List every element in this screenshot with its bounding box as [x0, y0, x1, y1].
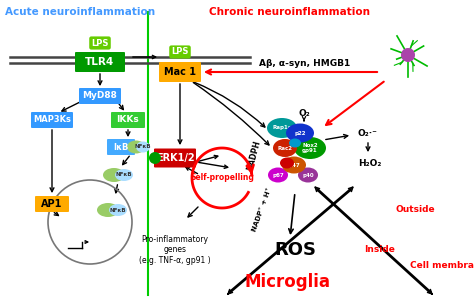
Text: O₂: O₂: [298, 109, 310, 119]
Text: MAP3Ks: MAP3Ks: [33, 116, 71, 125]
Text: Acute neuroinflammation: Acute neuroinflammation: [5, 7, 155, 17]
Ellipse shape: [97, 203, 119, 217]
Ellipse shape: [298, 167, 318, 182]
Text: p22: p22: [294, 131, 306, 136]
Ellipse shape: [294, 137, 326, 159]
Circle shape: [401, 48, 415, 62]
Ellipse shape: [273, 139, 297, 157]
FancyBboxPatch shape: [111, 112, 145, 128]
Text: NFκB: NFκB: [109, 207, 126, 212]
FancyBboxPatch shape: [154, 148, 196, 167]
Text: p67: p67: [272, 173, 284, 178]
Ellipse shape: [286, 123, 314, 142]
Text: Cell membrane: Cell membrane: [410, 260, 474, 269]
Ellipse shape: [280, 158, 294, 168]
FancyBboxPatch shape: [75, 52, 125, 72]
Text: IκB: IκB: [113, 142, 128, 151]
Ellipse shape: [136, 142, 150, 153]
Text: Pro-inflammatory
genes
(e.g. TNF-α, gp91 ): Pro-inflammatory genes (e.g. TNF-α, gp91…: [139, 235, 211, 265]
Text: LPS: LPS: [91, 38, 109, 47]
FancyBboxPatch shape: [159, 62, 201, 82]
Text: ERK1/2: ERK1/2: [155, 153, 194, 163]
FancyBboxPatch shape: [35, 196, 69, 212]
Text: NFκB: NFκB: [135, 145, 151, 150]
Text: Inside: Inside: [365, 246, 395, 254]
Text: Outside: Outside: [395, 206, 435, 215]
Text: Rap1a: Rap1a: [272, 125, 292, 131]
Text: Aβ, α-syn, HMGB1: Aβ, α-syn, HMGB1: [259, 60, 351, 69]
Text: ROS: ROS: [274, 241, 316, 259]
Text: NADP⁺ + H⁺: NADP⁺ + H⁺: [251, 187, 273, 233]
Ellipse shape: [282, 156, 306, 173]
Text: LPS: LPS: [171, 47, 189, 57]
FancyBboxPatch shape: [107, 139, 135, 155]
Ellipse shape: [127, 140, 145, 153]
Text: Microglia: Microglia: [245, 273, 331, 291]
Text: Rac2: Rac2: [277, 145, 292, 150]
Text: NADPH: NADPH: [246, 139, 262, 171]
Text: AP1: AP1: [41, 199, 63, 209]
Text: TLR4: TLR4: [85, 57, 115, 67]
Circle shape: [149, 152, 161, 164]
Ellipse shape: [268, 167, 288, 182]
Text: p40: p40: [302, 173, 314, 178]
Text: Nox2
gp91: Nox2 gp91: [302, 143, 318, 153]
Text: Mac 1: Mac 1: [164, 67, 196, 77]
Text: H₂O₂: H₂O₂: [358, 159, 382, 167]
Text: NFκB: NFκB: [116, 173, 132, 178]
Text: O₂·⁻: O₂·⁻: [358, 128, 378, 137]
Ellipse shape: [289, 139, 301, 148]
Ellipse shape: [109, 204, 127, 216]
Text: Chronic neuroinflammation: Chronic neuroinflammation: [210, 7, 371, 17]
Text: IKKs: IKKs: [117, 116, 139, 125]
Text: MyD88: MyD88: [82, 91, 118, 100]
Ellipse shape: [103, 168, 125, 182]
Text: p47: p47: [288, 162, 300, 167]
FancyBboxPatch shape: [79, 88, 121, 104]
FancyBboxPatch shape: [31, 112, 73, 128]
Ellipse shape: [115, 169, 133, 181]
Ellipse shape: [267, 118, 297, 138]
Text: Self-propelling: Self-propelling: [190, 173, 254, 182]
